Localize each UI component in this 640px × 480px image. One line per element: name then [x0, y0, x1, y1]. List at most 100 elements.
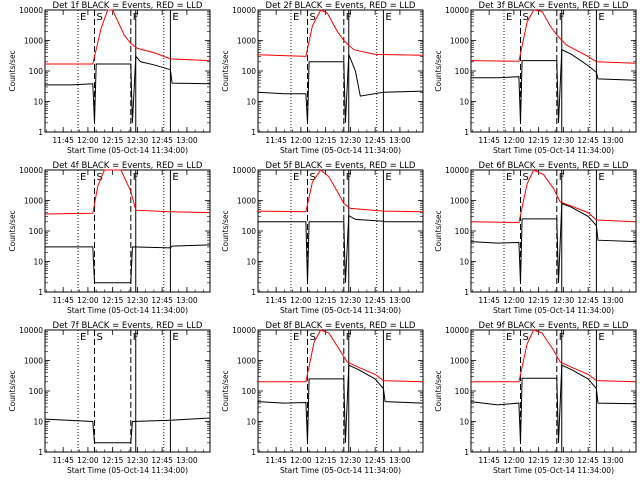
panel-4-lld-line: [44, 169, 211, 215]
panel-8-ytick-label: 100: [242, 387, 257, 396]
panel-4-marker-label: F: [133, 172, 139, 183]
panel-9-ytick-label: 1000: [450, 357, 469, 366]
panel-6-lld-line: [470, 169, 637, 224]
panel-8-xtick-label: 12:00: [290, 456, 312, 465]
panel-6-title: Det 6f BLACK = Events, RED = LLD: [479, 161, 629, 171]
panel-5-xtick-label: 12:30: [340, 296, 362, 305]
panel-3-xlabel: Start Time (05-Oct-14 11:34:00): [493, 146, 614, 155]
panel-2-lld-line: [257, 9, 424, 57]
panel-5-marker-label: E: [293, 172, 299, 183]
panel-6-xtick-label: 12:30: [553, 296, 575, 305]
panel-3-ytick-label: 10000: [445, 6, 469, 15]
panel-9-xtick-label: 12:00: [503, 456, 525, 465]
panel-6-ylabel: Counts/sec: [434, 210, 443, 251]
panel-7-xtick-label: 11:45: [52, 456, 74, 465]
panel-1-ytick-label: 100: [29, 67, 44, 76]
panel-1-marker-label: E: [80, 12, 86, 23]
panel-4-marker-label: S: [97, 172, 103, 183]
panel-3-xtick-label: 12:30: [553, 136, 575, 145]
panel-3-ytick-label: 1: [464, 128, 469, 137]
panel-3-xtick-label: 11:45: [478, 136, 500, 145]
panel-5-lld-line: [257, 169, 424, 213]
panel-8-xlabel: Start Time (05-Oct-14 11:34:00): [280, 466, 401, 475]
panel-5-frame: [257, 169, 424, 293]
panel-4-xtick-label: 12:00: [77, 296, 99, 305]
panel-8-xtick-label: 12:15: [315, 456, 337, 465]
panel-4-frame: [44, 169, 211, 293]
panel-5-ylabel: Counts/sec: [221, 210, 230, 251]
panel-3-marker-label: E: [506, 12, 512, 23]
panel-7-frame: [44, 329, 211, 453]
panel-1-xtick-label: 12:30: [127, 136, 149, 145]
panel-8-xtick-label: 13:00: [389, 456, 411, 465]
panel-5-xtick-label: 11:45: [265, 296, 287, 305]
panel-3-events-line: [471, 48, 637, 123]
panel-6-xtick-label: 12:00: [503, 296, 525, 305]
panel-8-lld-line: [258, 329, 424, 383]
panel-1-xtick-label: 12:45: [151, 136, 173, 145]
panel-9-marker-label: F: [559, 332, 565, 343]
panel-1-title: Det 1f BLACK = Events, RED = LLD: [53, 1, 203, 11]
panel-9-title: Det 9f BLACK = Events, RED = LLD: [479, 321, 629, 331]
panel-2-ytick-label: 10: [246, 98, 256, 107]
panel-7-marker-label: S: [97, 332, 103, 343]
panel-3-xtick-label: 13:00: [602, 136, 624, 145]
panel-3-xtick-label: 12:15: [528, 136, 550, 145]
panel-3-ytick-label: 10: [459, 98, 469, 107]
panel-7-xtick-label: 13:00: [176, 456, 198, 465]
panel-8-marker-label: S: [310, 332, 316, 343]
panel-6-ytick-label: 1: [464, 288, 469, 297]
panel-7-ytick-label: 100: [29, 387, 44, 396]
panel-9-ylabel: Counts/sec: [434, 370, 443, 411]
panel-1-ytick-label: 1: [38, 128, 43, 137]
panel-5-xlabel: Start Time (05-Oct-14 11:34:00): [280, 306, 401, 315]
panel-8-ytick-label: 10: [246, 418, 256, 427]
panel-2-xtick-label: 12:30: [340, 136, 362, 145]
panel-6-events-line: [470, 202, 637, 283]
panel-8-ytick-label: 1: [251, 448, 256, 457]
panel-5-ytick-label: 100: [242, 227, 257, 236]
panel-9-marker-label: E: [506, 332, 512, 343]
panel-4-ytick-label: 1: [38, 288, 43, 297]
panel-5-events-line: [258, 214, 423, 283]
panel-5-marker-label: E: [385, 172, 391, 183]
panel-8-marker-label: E: [385, 332, 391, 343]
panel-6-xtick-label: 12:15: [528, 296, 550, 305]
panel-5-ytick-label: 10000: [232, 166, 256, 175]
panel-2-xtick-label: 12:00: [290, 136, 312, 145]
panel-8-title: Det 8f BLACK = Events, RED = LLD: [266, 321, 416, 331]
panel-2-marker-label: E: [385, 12, 391, 23]
panel-2-xlabel: Start Time (05-Oct-14 11:34:00): [280, 146, 401, 155]
panel-7-ylabel: Counts/sec: [8, 370, 17, 411]
panel-8-marker-label: E: [293, 332, 299, 343]
panel-5-xtick-label: 12:00: [290, 296, 312, 305]
panel-1-frame: [44, 9, 211, 133]
panel-2-ylabel: Counts/sec: [221, 50, 230, 91]
panel-9-ytick-label: 1: [464, 448, 469, 457]
panel-9-xtick-label: 12:45: [577, 456, 599, 465]
panel-7-ytick-label: 1: [38, 448, 43, 457]
panel-8-ytick-label: 1000: [237, 357, 256, 366]
panel-4-ytick-label: 100: [29, 227, 44, 236]
panel-9-xlabel: Start Time (05-Oct-14 11:34:00): [493, 466, 614, 475]
panel-2-events-line: [257, 54, 424, 123]
panel-7-marker-label: E: [172, 332, 178, 343]
panel-7-ytick-label: 10: [33, 418, 43, 427]
panel-5-ytick-label: 10: [246, 258, 256, 267]
panel-7-xtick-label: 12:30: [127, 456, 149, 465]
panel-1-ylabel: Counts/sec: [8, 50, 17, 91]
panel-3-marker-label: S: [523, 12, 529, 23]
panel-1-xlabel: Start Time (05-Oct-14 11:34:00): [67, 146, 188, 155]
panel-5-marker-label: S: [310, 172, 316, 183]
panel-1-xtick-label: 12:00: [77, 136, 99, 145]
panel-8-ylabel: Counts/sec: [221, 370, 230, 411]
panel-8-xtick-label: 12:30: [340, 456, 362, 465]
panel-1-marker-label: F: [133, 12, 139, 23]
panel-6-xtick-label: 13:00: [602, 296, 624, 305]
panel-9-xtick-label: 11:45: [478, 456, 500, 465]
panel-4-title: Det 4f BLACK = Events, RED = LLD: [53, 161, 203, 171]
panel-3-marker-label: E: [598, 12, 604, 23]
panel-5-marker-label: F: [346, 172, 352, 183]
panel-9-xtick-label: 12:15: [528, 456, 550, 465]
panel-4-marker-label: E: [80, 172, 86, 183]
